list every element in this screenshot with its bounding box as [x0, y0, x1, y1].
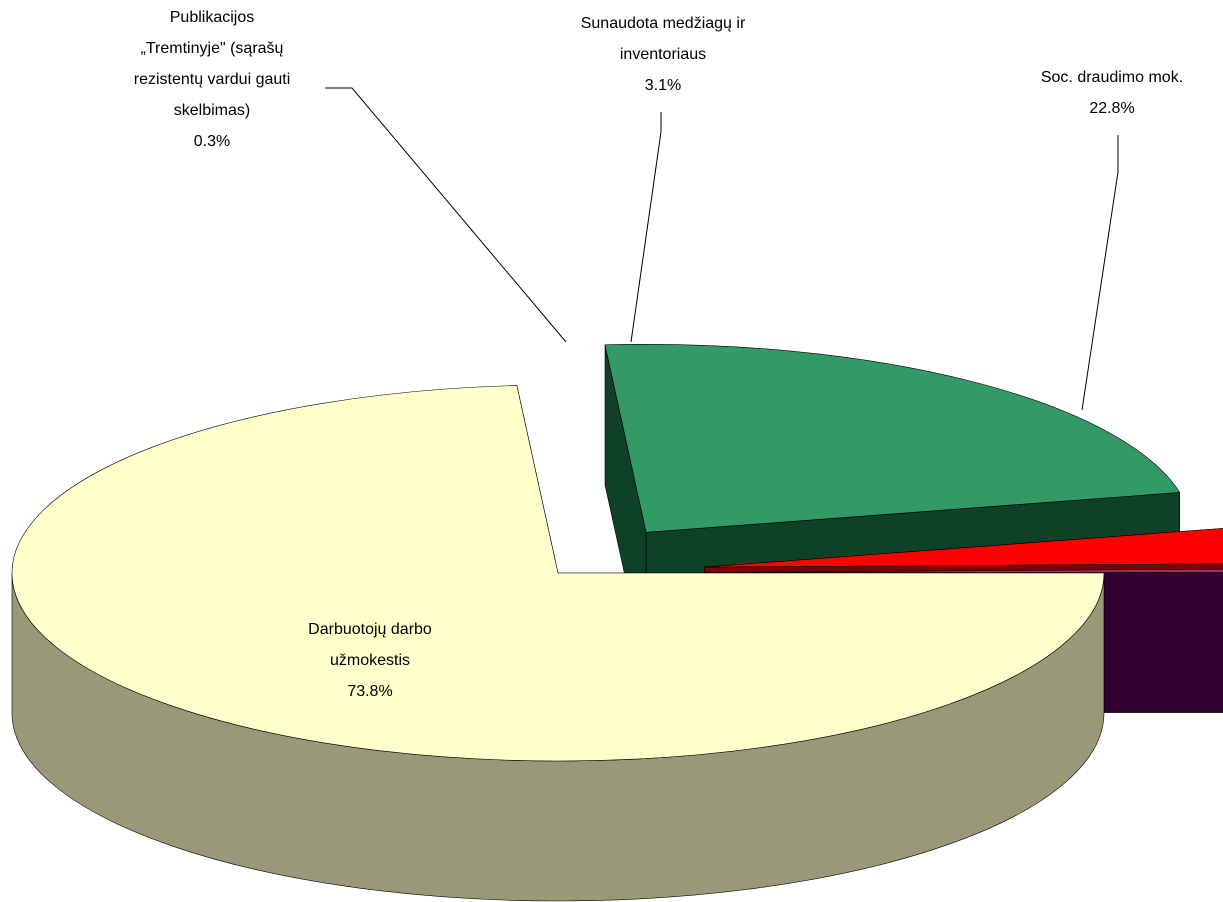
- labels: Darbuotojų darbo užmokestis 73.8% Soc. drau…: [134, 9, 1183, 700]
- slice-label: Publikacijos „Tremtinyje" (sąrašų rezisten…: [134, 9, 291, 119]
- leader-line: [325, 87, 567, 343]
- slice: [11, 385, 1105, 762]
- value-label: 73.8%: [347, 683, 392, 700]
- slice: [604, 344, 1181, 533]
- slice-label: Darbuotojų darbo užmokestis: [308, 621, 432, 669]
- slice: [704, 528, 1223, 568]
- value-label: 0.3%: [194, 133, 230, 150]
- value-label: 3.1%: [645, 77, 681, 94]
- slice-tops: [11, 344, 1223, 762]
- leader-line: [1081, 135, 1119, 411]
- value-label: 22.8%: [1089, 100, 1134, 117]
- slice-label: Sunaudota medžiagų ir inventoriaus: [581, 15, 746, 63]
- slice-label: Soc. draudimo mok.: [1041, 69, 1183, 86]
- slice: [705, 568, 1223, 573]
- leader-line: [630, 112, 662, 343]
